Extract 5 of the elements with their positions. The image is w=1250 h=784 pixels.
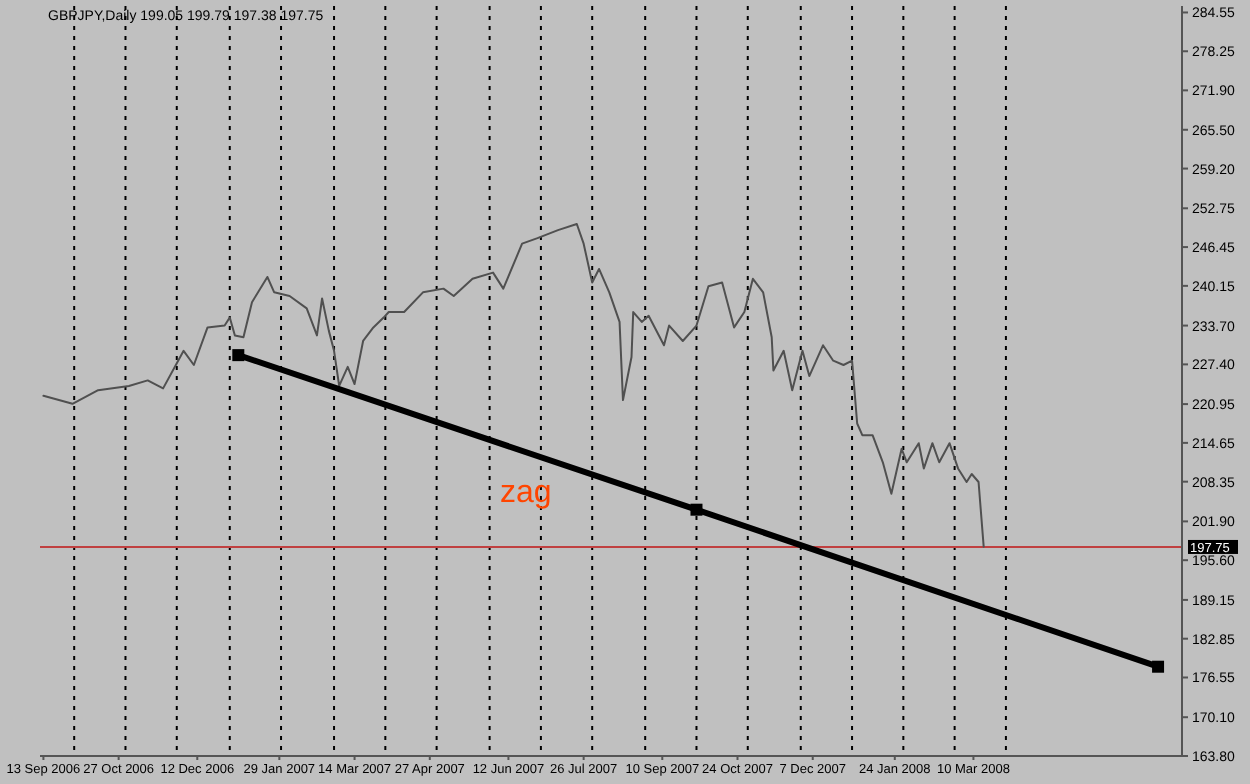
point <box>1152 660 1165 673</box>
annotation: zag <box>500 476 552 512</box>
line-series <box>42 222 985 548</box>
point <box>232 349 245 362</box>
point <box>690 503 703 516</box>
